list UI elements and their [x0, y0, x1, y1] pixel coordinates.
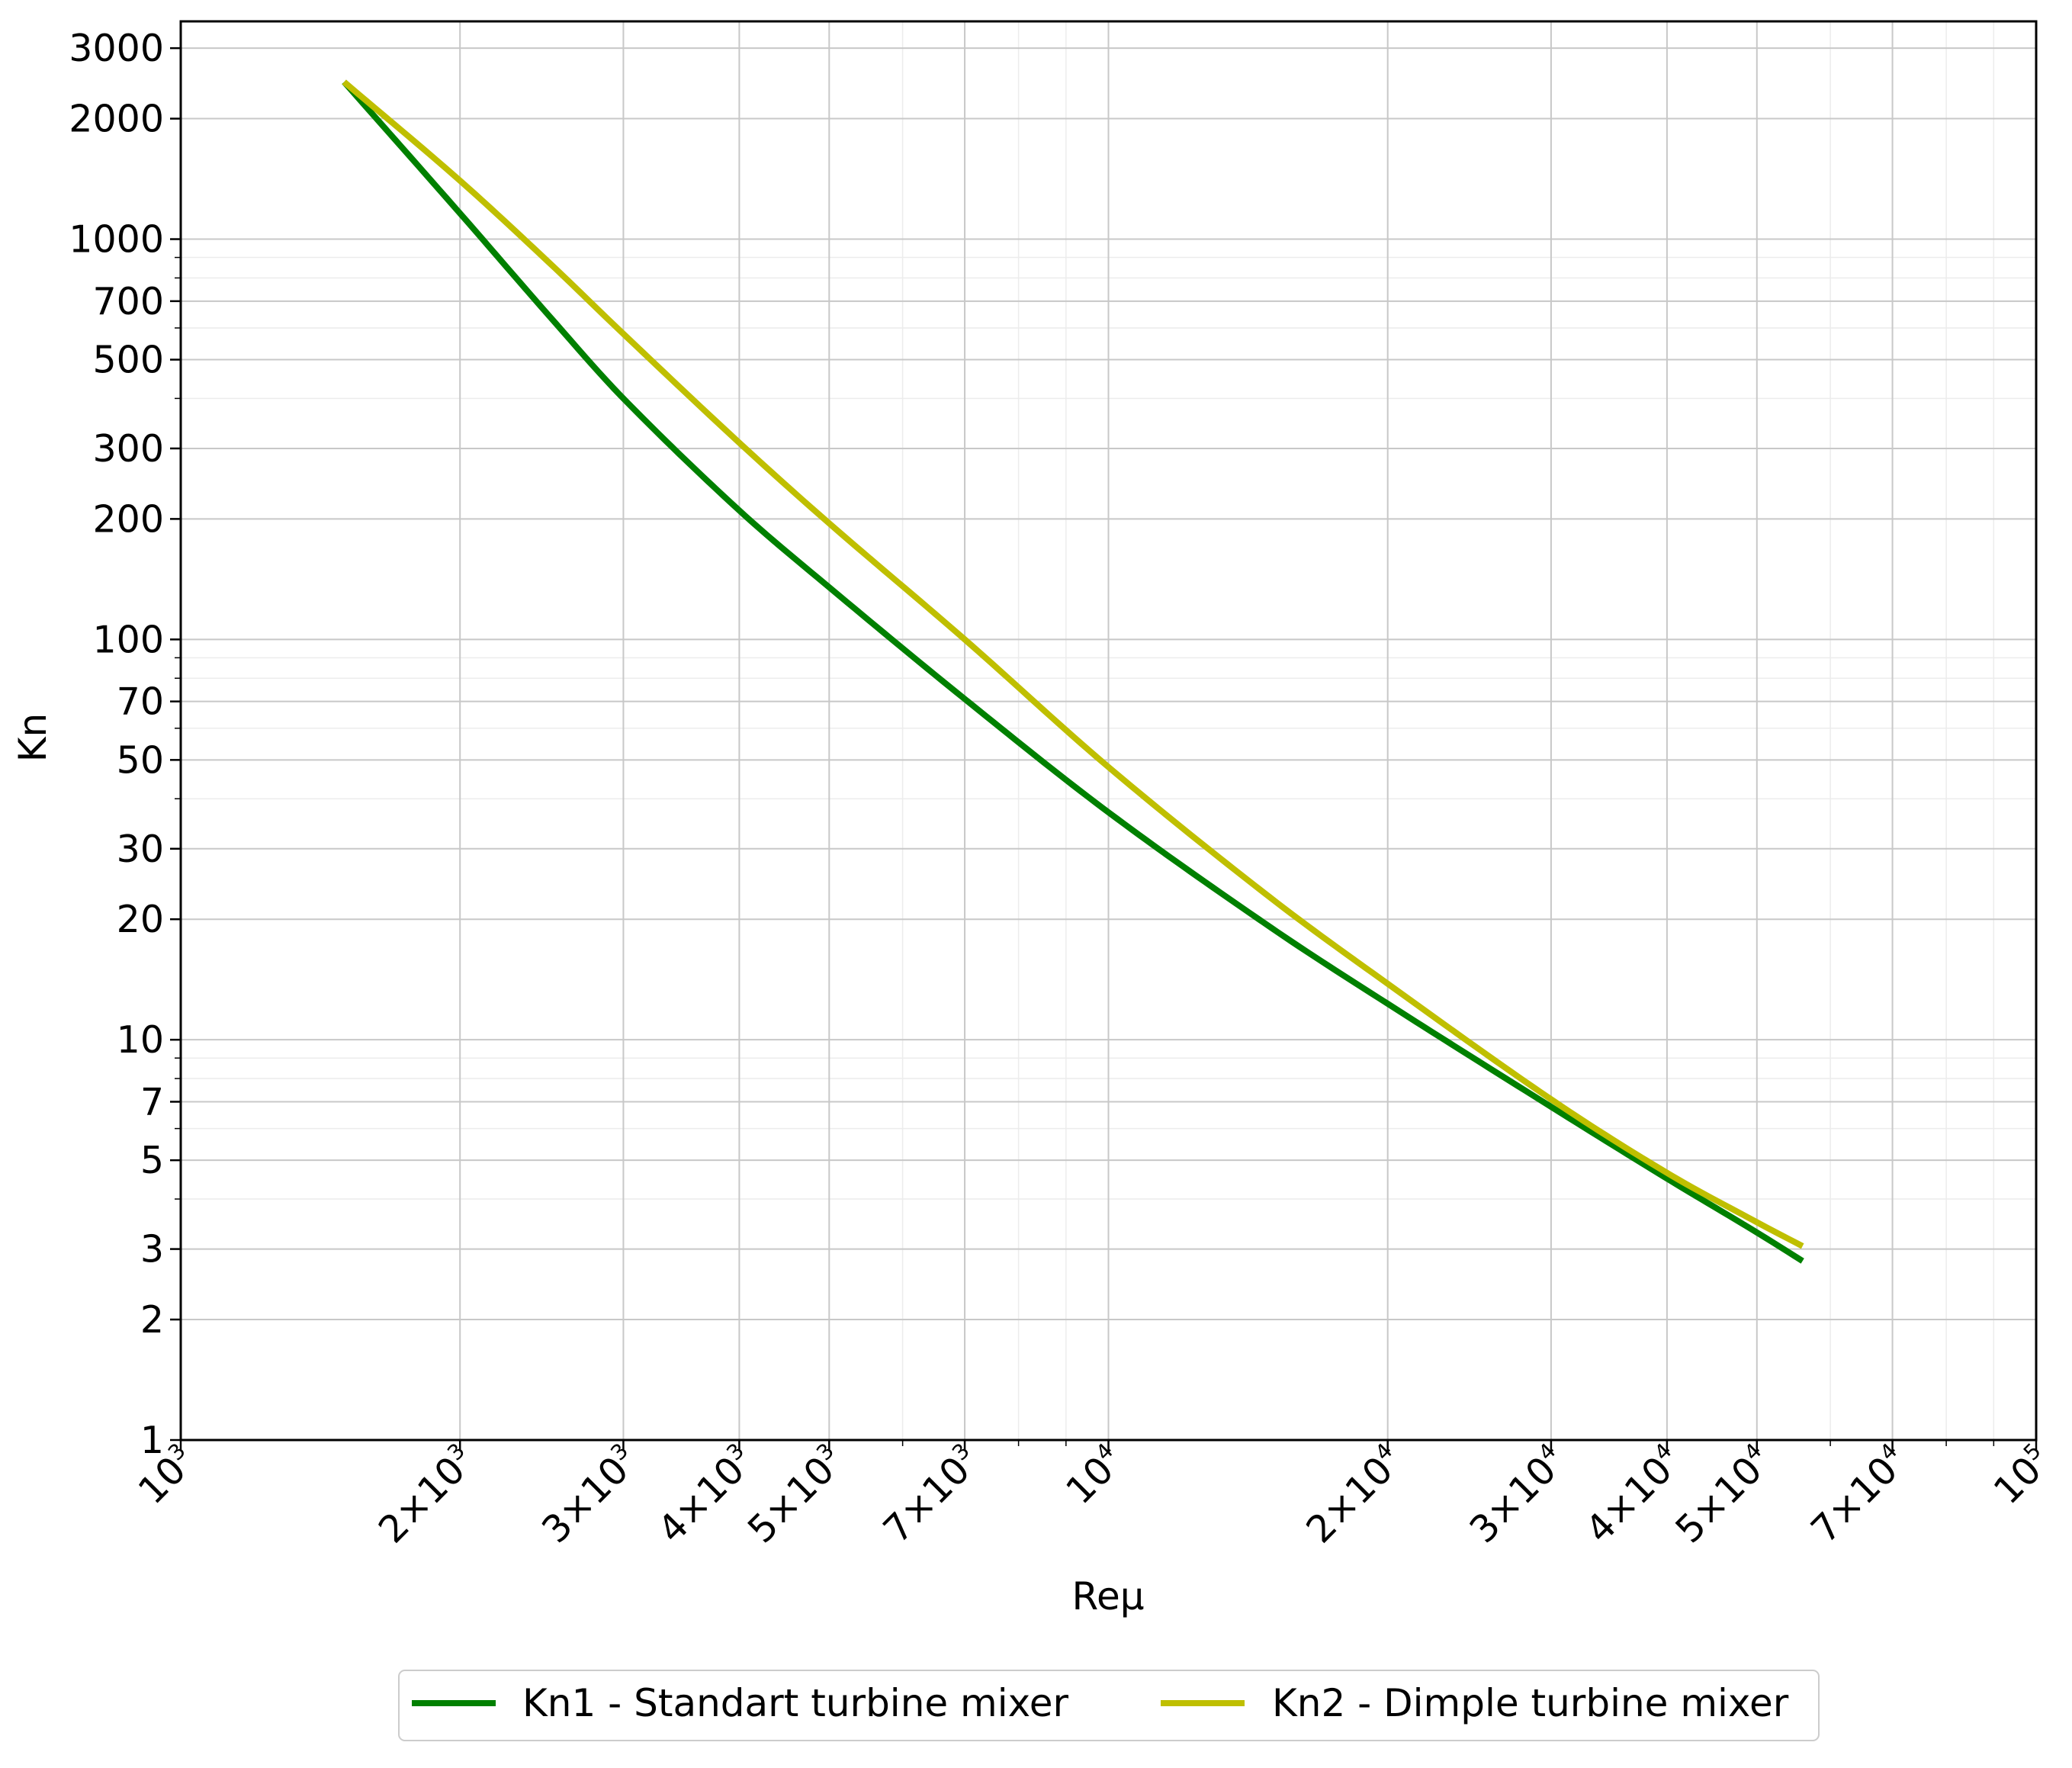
y-tick-label: 500 [92, 339, 164, 382]
y-tick-label: 2000 [69, 98, 164, 141]
y-tick-label: 50 [117, 738, 164, 782]
y-tick-label: 300 [92, 427, 164, 471]
y-tick-label: 3 [140, 1228, 164, 1271]
legend-label-kn2: Kn2 - Dimple turbine mixer [1272, 1681, 1789, 1725]
series-line-kn2 [342, 79, 1804, 1249]
legend-box [398, 1670, 1820, 1741]
y-tick-label: 200 [92, 497, 164, 541]
x-axis-title: Reμ [1071, 1574, 1144, 1619]
y-tick-label: 2 [140, 1298, 164, 1342]
series-layer [342, 79, 1804, 1264]
y-tick-label: 1 [140, 1419, 164, 1462]
y-tick-label: 70 [117, 680, 164, 724]
y-tick-label: 20 [117, 898, 164, 941]
y-tick-label: 700 [92, 280, 164, 323]
legend: Kn1 - Standart turbine mixer Kn2 - Dimpl… [398, 1670, 1820, 1741]
y-tick-label: 30 [117, 828, 164, 871]
legend-label-kn1: Kn1 - Standart turbine mixer [522, 1681, 1068, 1725]
y-tick-label: 1000 [69, 218, 164, 262]
y-tick-label: 100 [92, 618, 164, 661]
grid-layer [180, 21, 2037, 1441]
y-tick-label: 10 [117, 1018, 164, 1062]
y-tick-label: 5 [140, 1139, 164, 1182]
y-tick-label: 7 [140, 1080, 164, 1123]
y-axis-title: Kn [11, 713, 55, 762]
series-line-kn1 [342, 79, 1804, 1264]
y-tick-label: 3000 [69, 27, 164, 70]
